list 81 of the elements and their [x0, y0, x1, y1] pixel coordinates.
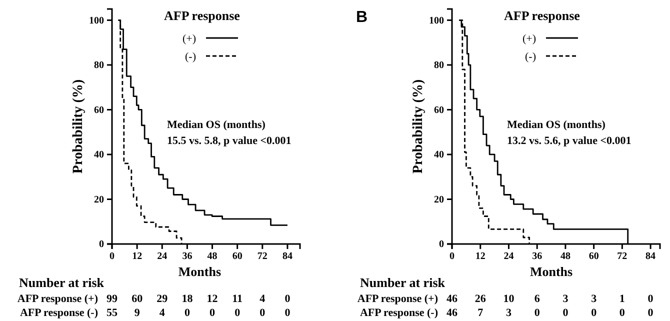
x-axis-title: Months	[530, 264, 573, 279]
y-tick-label: 80	[94, 60, 104, 72]
text: 26	[474, 293, 486, 305]
legend-label: (-)	[185, 51, 196, 63]
text: 9	[134, 307, 140, 319]
legend-label: (+)	[182, 33, 196, 45]
chart-title: B	[356, 9, 368, 26]
text: Number at risk	[360, 275, 446, 290]
text: 1	[619, 293, 625, 305]
x-tick-label: 12	[475, 251, 486, 262]
text: 46	[446, 307, 458, 319]
text: 0	[562, 307, 569, 319]
text: 0	[184, 307, 190, 319]
y-axis-title: Probability (%)	[411, 79, 426, 174]
text: 6	[534, 293, 540, 305]
x-tick-label: 0	[450, 251, 454, 262]
y-tick-label: 60	[434, 104, 444, 116]
text: 11	[232, 293, 243, 305]
legend-label: (+)	[522, 33, 536, 45]
text: 3	[506, 307, 512, 319]
y-tick-label: 20	[434, 194, 444, 206]
text: AFP response (-)	[360, 307, 438, 319]
x-tick-label: 48	[560, 251, 570, 262]
text: 0	[210, 307, 216, 319]
annotation: 13.2 vs. 5.6, p value <0.001	[507, 135, 632, 147]
x-tick-label: 36	[182, 251, 192, 262]
text: 12	[206, 293, 218, 305]
annotation: 15.5 vs. 5.8, p value <0.001	[167, 135, 292, 147]
x-tick-label: 60	[232, 251, 242, 262]
x-tick-label: 12	[132, 251, 142, 262]
text: 46	[446, 293, 458, 305]
text: 4	[260, 293, 266, 305]
y-tick-label: 20	[94, 194, 104, 206]
x-tick-label: 24	[504, 251, 514, 262]
text: 3	[591, 293, 598, 305]
text: 0	[648, 293, 654, 305]
text: 0	[619, 307, 626, 319]
text: AFP response (+)	[357, 293, 438, 305]
x-tick-label: 48	[207, 251, 218, 262]
text: 0	[591, 307, 598, 319]
text: 3	[562, 293, 569, 305]
legend-title: AFP response	[504, 8, 580, 23]
y-tick-label: 0	[99, 239, 104, 250]
x-tick-label: 60	[588, 251, 599, 262]
y-tick-label: 60	[94, 104, 104, 116]
annotation: Median OS (months)	[167, 119, 266, 131]
x-tick-label: 24	[157, 251, 168, 262]
y-tick-label: 100	[429, 15, 444, 26]
legend-label: (-)	[525, 51, 536, 63]
text: 60	[132, 293, 144, 305]
text: 0	[284, 293, 291, 305]
legend-title: AFP response	[164, 8, 240, 23]
text: 0	[284, 307, 291, 319]
text: AFP response (-)	[20, 307, 98, 319]
annotation: Median OS (months)	[507, 119, 606, 131]
y-tick-label: 100	[89, 15, 104, 26]
text: 18	[182, 293, 194, 305]
text: 29	[156, 293, 168, 305]
y-tick-label: 0	[439, 239, 444, 250]
x-tick-label: 0	[110, 251, 114, 262]
x-axis-title: Months	[178, 264, 222, 279]
y-tick-label: 40	[94, 150, 104, 161]
x-tick-label: 72	[617, 251, 628, 262]
text: 7	[478, 307, 484, 319]
text: Number at risk	[19, 275, 105, 290]
text: 0	[534, 307, 540, 319]
x-tick-label: 84	[646, 251, 656, 262]
text: 55	[106, 307, 118, 319]
y-tick-label: 40	[434, 150, 444, 161]
y-tick-label: 80	[434, 60, 444, 72]
x-tick-label: 84	[282, 251, 292, 262]
text: 0	[260, 307, 266, 319]
text: 10	[503, 293, 515, 305]
x-tick-label: 72	[257, 251, 268, 262]
text: 0	[234, 307, 241, 319]
text: 4	[159, 307, 166, 319]
y-axis-title: Probability (%)	[71, 79, 86, 174]
text: AFP response (+)	[17, 293, 98, 305]
x-tick-label: 36	[532, 251, 542, 262]
text: 99	[106, 293, 118, 305]
text: 0	[648, 307, 654, 319]
